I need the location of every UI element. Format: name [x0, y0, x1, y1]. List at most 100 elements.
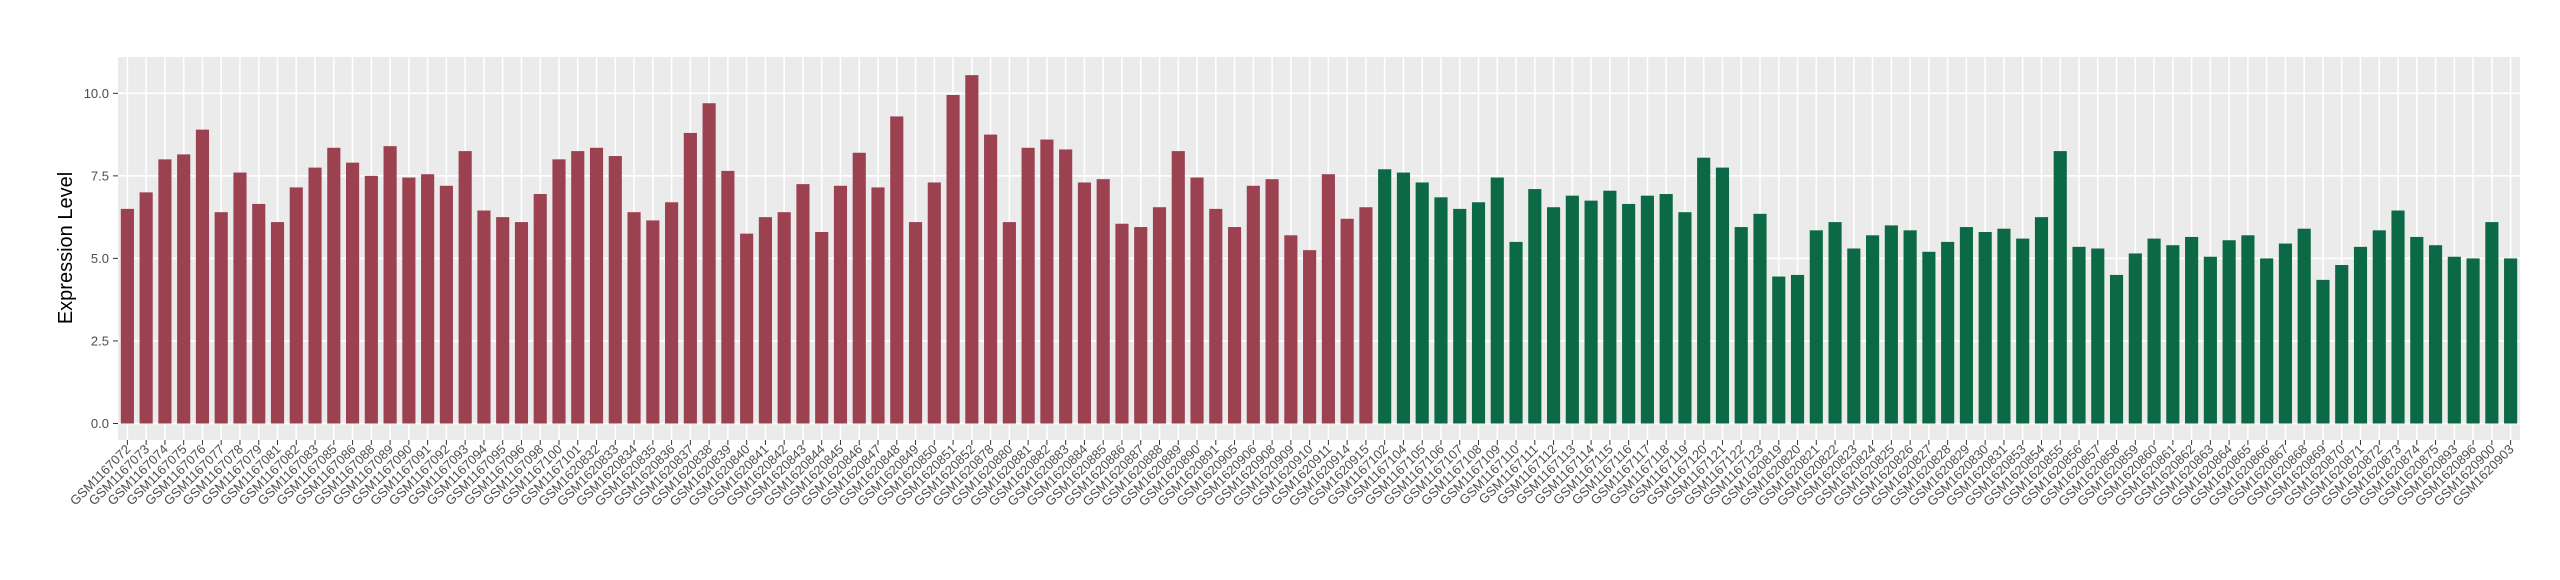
- bar: [946, 94, 960, 424]
- bar: [665, 202, 679, 424]
- bar: [2128, 253, 2142, 424]
- bar: [158, 159, 172, 424]
- bar: [2222, 240, 2236, 424]
- bar: [2504, 258, 2518, 424]
- bar: [2034, 217, 2049, 424]
- bar: [514, 222, 529, 424]
- bar: [1584, 200, 1598, 424]
- bar: [1096, 179, 1110, 424]
- bar: [2485, 222, 2499, 424]
- bar: [2466, 258, 2480, 424]
- bar: [2316, 279, 2330, 424]
- bar: [270, 222, 285, 424]
- bar: [2166, 245, 2180, 424]
- bar: [1715, 167, 1730, 424]
- bar: [1884, 225, 1898, 424]
- bar: [1359, 207, 1373, 424]
- bar: [1697, 157, 1711, 424]
- bar: [646, 220, 660, 424]
- bar: [2053, 151, 2067, 424]
- bar: [177, 154, 191, 424]
- bar: [477, 210, 491, 424]
- bar: [1847, 248, 1861, 424]
- bar: [1603, 190, 1617, 424]
- bar: [1772, 276, 1786, 424]
- bar: [1209, 208, 1223, 424]
- bar: [1490, 177, 1504, 424]
- bar: [2335, 265, 2349, 424]
- bar: [1340, 218, 1354, 424]
- bar: [1059, 149, 1073, 424]
- bar: [1396, 172, 1411, 424]
- bar: [1453, 208, 1467, 424]
- bar: [1021, 147, 1035, 424]
- bar: [346, 162, 360, 424]
- bar: [1378, 169, 1392, 424]
- bar: [552, 159, 566, 424]
- bar: [1152, 207, 1167, 424]
- bar: [871, 187, 885, 424]
- bar: [1678, 212, 1692, 424]
- bar: [1528, 189, 1542, 424]
- bar: [2203, 256, 2217, 424]
- bar: [2260, 258, 2274, 424]
- bar: [796, 184, 810, 424]
- y-tick-label: 10.0: [84, 86, 109, 101]
- y-tick-label: 2.5: [91, 333, 109, 348]
- bar: [1622, 203, 1636, 424]
- bar: [2091, 248, 2105, 424]
- bar: [721, 170, 735, 424]
- bar: [890, 116, 904, 424]
- bar: [1790, 274, 1805, 424]
- bar: [327, 147, 341, 424]
- bar: [1978, 231, 1992, 424]
- bar: [1434, 197, 1448, 424]
- bar: [608, 156, 622, 424]
- bar: [852, 152, 866, 424]
- bar: [533, 194, 547, 424]
- bar: [439, 185, 453, 424]
- bar: [589, 147, 604, 424]
- bar: [984, 134, 998, 424]
- bar: [1903, 230, 1917, 424]
- bar: [2278, 243, 2292, 424]
- bar: [383, 146, 397, 424]
- bar: [496, 217, 510, 424]
- bar: [364, 175, 378, 424]
- bar: [2391, 210, 2405, 424]
- bar: [1171, 151, 1185, 424]
- bar: [1941, 241, 1955, 424]
- bar: [458, 151, 472, 424]
- bar: [1265, 179, 1279, 424]
- bar: [1922, 251, 1936, 424]
- bar: [1227, 227, 1242, 424]
- bar: [1471, 202, 1486, 424]
- bar: [2297, 228, 2311, 424]
- bar: [2372, 230, 2386, 424]
- bar: [1997, 228, 2011, 424]
- bar: [1303, 250, 1317, 424]
- bar: [120, 208, 134, 424]
- bar: [2447, 256, 2461, 424]
- bar: [1077, 182, 1091, 424]
- bar: [1734, 227, 1748, 424]
- bar: [1547, 207, 1561, 424]
- y-axis-title: Expression Level: [55, 172, 77, 324]
- bar: [2353, 246, 2368, 424]
- bar: [1809, 230, 1823, 424]
- bar: [1002, 222, 1016, 424]
- bar: [1415, 182, 1429, 424]
- bar: [1565, 195, 1579, 424]
- bar: [1509, 241, 1523, 424]
- bar: [683, 132, 697, 424]
- bar: [1190, 177, 1204, 424]
- bar: [965, 75, 979, 424]
- bar: [1321, 174, 1335, 424]
- bar: [1866, 235, 1880, 424]
- bar: [1040, 139, 1054, 424]
- bar: [1828, 222, 1842, 424]
- bar: [1284, 235, 1298, 424]
- bar: [2016, 238, 2030, 424]
- bar: [2072, 246, 2086, 424]
- bar: [233, 172, 247, 424]
